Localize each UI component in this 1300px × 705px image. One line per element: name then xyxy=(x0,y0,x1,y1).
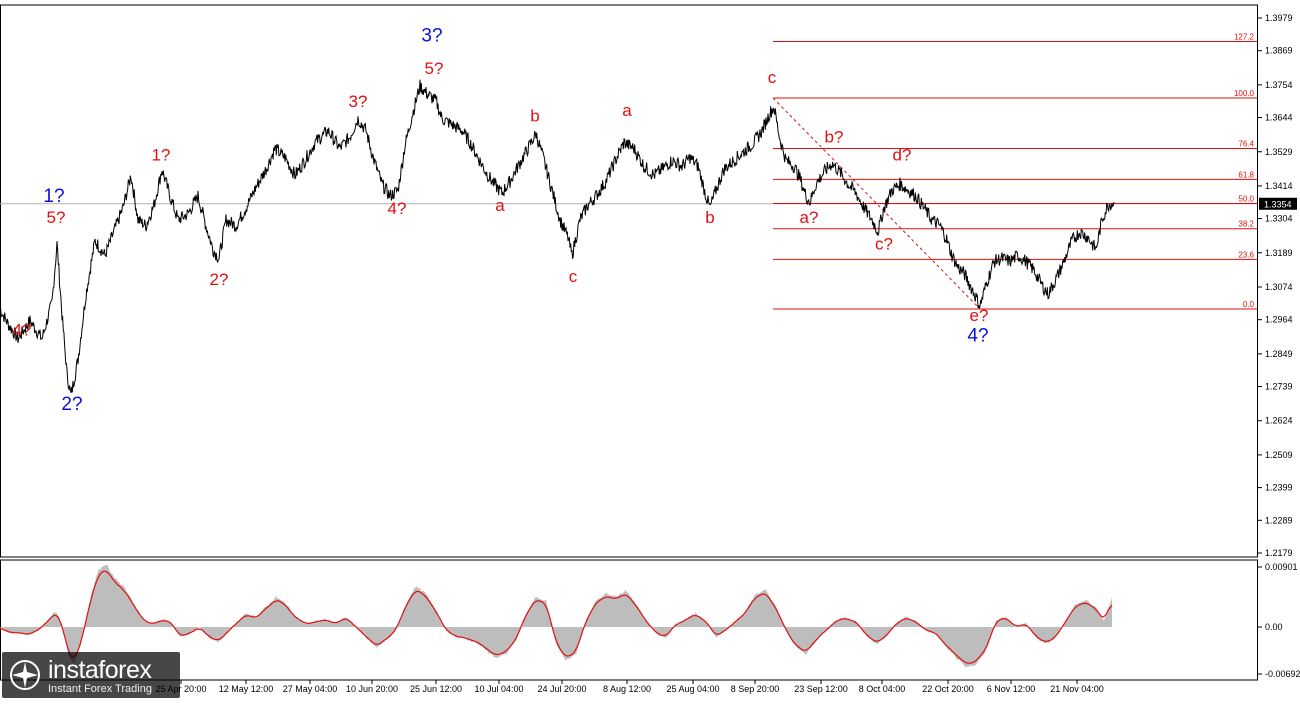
fib-trend-line xyxy=(772,97,981,310)
price-axis-label: 1.3754 xyxy=(1265,80,1293,90)
price-axis-label: 1.2179 xyxy=(1265,548,1293,558)
wave-label: 2? xyxy=(61,394,82,415)
fib-level-label: 0.0 xyxy=(1243,300,1255,309)
wave-label: c xyxy=(768,68,777,87)
oscillator-histogram xyxy=(0,564,1112,668)
fib-level-label: 50.0 xyxy=(1238,194,1254,203)
price-panel-frame xyxy=(0,4,1258,558)
wave-label: 4? xyxy=(388,199,407,218)
current-price-tag xyxy=(1259,197,1297,210)
wave-label: b xyxy=(530,107,539,126)
fib-level-label: 38.2 xyxy=(1238,220,1254,229)
wave-label: 2? xyxy=(210,270,229,289)
date-axis-label: 25 Jun 12:00 xyxy=(410,684,462,694)
oscillator-signal-line xyxy=(0,570,1113,664)
wave-label: a? xyxy=(800,208,819,227)
date-axis-label: 24 Jul 20:00 xyxy=(537,684,586,694)
oscillator-panel-frame xyxy=(0,559,1258,681)
fib-level-label: 127.2 xyxy=(1234,32,1255,41)
price-axis-label: 1.2849 xyxy=(1265,349,1293,359)
date-axis-label: 6 Nov 12:00 xyxy=(987,684,1036,694)
date-axis-label: 10 Jul 04:00 xyxy=(474,684,523,694)
date-axis-label: 8 Sep 20:00 xyxy=(731,684,780,694)
date-axis-label: 8 Oct 04:00 xyxy=(859,684,906,694)
wave-label: 5? xyxy=(47,208,66,227)
price-axis-label: 1.3074 xyxy=(1265,282,1293,292)
price-axis-label: 1.3529 xyxy=(1265,147,1293,157)
date-axis-label: 21 Nov 04:00 xyxy=(1050,684,1104,694)
date-axis-label: 10 Jun 20:00 xyxy=(346,684,398,694)
wave-label: a xyxy=(495,196,505,215)
fib-level-label: 61.8 xyxy=(1238,170,1254,179)
price-axis-label: 1.2399 xyxy=(1265,483,1293,493)
wave-label: 3? xyxy=(349,92,368,111)
wave-label: 3? xyxy=(421,25,442,46)
oscillator-axis-label: 0.00 xyxy=(1265,622,1283,632)
wave-label: 4? xyxy=(967,326,988,347)
date-axis-label: 23 Sep 12:00 xyxy=(794,684,848,694)
brand-name: instaforex xyxy=(48,656,152,684)
wave-label: b? xyxy=(825,128,844,147)
price-axis-label: 1.2289 xyxy=(1265,515,1293,525)
price-axis-label: 1.3979 xyxy=(1265,13,1293,23)
fib-level-label: 23.6 xyxy=(1238,250,1254,259)
date-axis-label: 25 Aug 04:00 xyxy=(666,684,719,694)
fib-level-label: 100.0 xyxy=(1234,89,1255,98)
oscillator-axis-label: -0.00692 xyxy=(1265,669,1300,679)
wave-label: a xyxy=(622,101,632,120)
wave-label: 5? xyxy=(425,59,444,78)
instaforex-logo-icon xyxy=(10,660,40,690)
price-axis-label: 1.2624 xyxy=(1265,416,1293,426)
price-series-line xyxy=(0,79,1115,394)
wave-label: c? xyxy=(875,235,893,254)
date-axis-label: 8 Aug 12:00 xyxy=(603,684,651,694)
date-axis-label: 12 May 12:00 xyxy=(219,684,274,694)
current-price-label: 1.3354 xyxy=(1264,199,1292,209)
brand-tagline: Instant Forex Trading xyxy=(48,683,152,695)
wave-label: 1? xyxy=(43,186,64,207)
date-axis-label: 22 Oct 20:00 xyxy=(922,684,974,694)
price-axis-label: 1.2509 xyxy=(1265,450,1293,460)
date-axis-label: 27 May 04:00 xyxy=(283,684,338,694)
instaforex-logo: instaforex Instant Forex Trading xyxy=(2,652,180,698)
price-axis-label: 1.3869 xyxy=(1265,46,1293,56)
price-axis-label: 1.3189 xyxy=(1265,248,1293,258)
fib-level-label: 76.4 xyxy=(1238,139,1254,148)
price-axis-label: 1.3644 xyxy=(1265,113,1293,123)
wave-label: b xyxy=(705,208,714,227)
price-axis-label: 1.2964 xyxy=(1265,315,1293,325)
wave-label: c xyxy=(569,267,578,286)
price-axis-label: 1.2739 xyxy=(1265,382,1293,392)
wave-label: 1? xyxy=(152,145,171,164)
wave-label: 4? xyxy=(13,321,32,340)
wave-label: d? xyxy=(893,145,912,164)
price-axis-label: 1.3304 xyxy=(1265,214,1293,224)
wave-label: e? xyxy=(970,306,989,325)
price-axis-label: 1.3414 xyxy=(1265,181,1293,191)
date-axis-label: 25 Apr 20:00 xyxy=(155,684,206,694)
oscillator-axis-label: 0.00901 xyxy=(1265,562,1298,572)
